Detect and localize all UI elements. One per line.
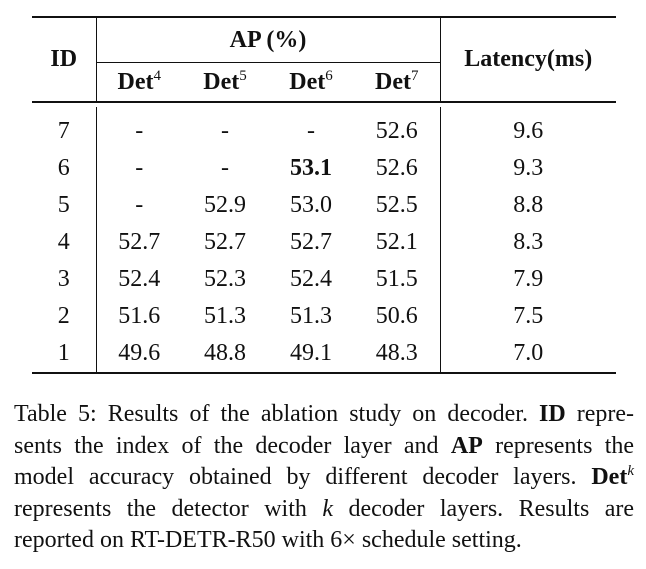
cell-det6: 53.0 xyxy=(290,192,332,218)
table-caption: Table 5: Results of the ablation study o… xyxy=(14,399,634,557)
table-row: 3 52.4 52.3 52.4 51.5 7.9 xyxy=(32,261,616,298)
table-row: 4 52.7 52.7 52.7 52.1 8.3 xyxy=(32,224,616,261)
cell-det5: - xyxy=(221,155,229,181)
cell-det5: 52.9 xyxy=(204,192,246,218)
cell-latency: 8.3 xyxy=(439,224,616,261)
caption-line-2: sents the index of the decoder layer and… xyxy=(14,432,635,459)
cell-latency: 7.9 xyxy=(439,261,616,298)
header-id: ID xyxy=(32,16,97,102)
cell-det7: 50.6 xyxy=(375,303,418,329)
caption-line-1: Table 5: Results of the ablation study o… xyxy=(14,401,635,427)
cell-id: 5 xyxy=(32,187,97,224)
cell-id: 1 xyxy=(32,335,97,374)
header-det4: Det4 xyxy=(117,67,161,95)
cell-id: 7 xyxy=(32,107,97,150)
cell-det6: 49.1 xyxy=(268,335,354,374)
cell-latency: 9.6 xyxy=(439,107,616,150)
cell-det4: 52.4 xyxy=(118,266,161,292)
caption-line-5: reported on RT-DETR-R50 with 6× schedule… xyxy=(14,527,522,553)
results-table-container: ID AP (%) Latency(ms) Det4 Det5 Det6 Det… xyxy=(32,16,616,374)
cell-det4: - xyxy=(135,155,144,181)
cell-id: 2 xyxy=(32,298,97,335)
header-det6: Det6 xyxy=(289,67,333,95)
cell-det6: 51.3 xyxy=(290,303,332,329)
cell-det7: 52.5 xyxy=(375,192,418,218)
cell-latency: 9.3 xyxy=(439,150,616,187)
cell-det7: 52.6 xyxy=(375,118,418,144)
cell-det5: 52.3 xyxy=(204,266,246,292)
cell-det6: 52.7 xyxy=(290,229,332,255)
table-row: 2 51.6 51.3 51.3 50.6 7.5 xyxy=(32,298,616,335)
cell-latency: 7.5 xyxy=(439,298,616,335)
header-det5: Det5 xyxy=(203,67,247,95)
cell-det5: 52.7 xyxy=(204,229,246,255)
cell-det7: 48.3 xyxy=(354,335,440,374)
cell-latency: 8.8 xyxy=(439,187,616,224)
cell-id: 6 xyxy=(32,150,97,187)
header-ap: AP (%) xyxy=(96,16,440,63)
cell-id: 3 xyxy=(32,261,97,298)
ablation-table: ID AP (%) Latency(ms) Det4 Det5 Det6 Det… xyxy=(32,16,616,374)
cell-det7: 51.5 xyxy=(375,266,418,292)
cell-det6: 52.4 xyxy=(290,266,332,292)
cell-det6: - xyxy=(307,118,315,144)
caption-line-4: represents the detector with k decoder l… xyxy=(14,495,635,522)
cell-id: 4 xyxy=(32,224,97,261)
cell-det4: 51.6 xyxy=(118,303,161,329)
cell-latency: 7.0 xyxy=(439,335,616,374)
cell-det5: - xyxy=(221,118,229,144)
cell-det7: 52.6 xyxy=(375,155,418,181)
header-det7: Det7 xyxy=(375,67,419,95)
caption-line-3: model accuracy obtained by different dec… xyxy=(14,463,634,491)
table-row: 1 49.6 48.8 49.1 48.3 7.0 xyxy=(32,335,616,374)
cell-det7: 52.1 xyxy=(375,229,418,255)
cell-det6-best: 53.1 xyxy=(290,155,332,181)
cell-det4: - xyxy=(135,118,144,144)
cell-det4: 49.6 xyxy=(96,335,182,374)
cell-det5: 51.3 xyxy=(204,303,246,329)
cell-det4: - xyxy=(135,192,144,218)
header-latency: Latency(ms) xyxy=(439,16,616,102)
cell-det5: 48.8 xyxy=(182,335,268,374)
table-row: 6 - - 53.1 52.6 9.3 xyxy=(32,150,616,187)
cell-det4: 52.7 xyxy=(118,229,161,255)
table-row: 7 - - - 52.6 9.6 xyxy=(32,107,616,150)
table-row: 5 - 52.9 53.0 52.5 8.8 xyxy=(32,187,616,224)
